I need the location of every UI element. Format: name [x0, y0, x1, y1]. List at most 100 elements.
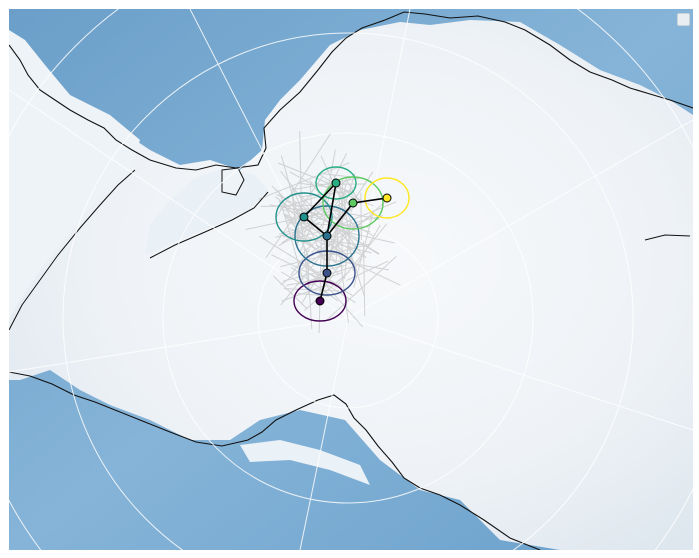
track-line — [269, 204, 341, 219]
track-line — [360, 192, 362, 240]
track-line — [283, 195, 319, 208]
track-line — [280, 271, 312, 290]
track-line — [300, 200, 361, 256]
track-line — [343, 224, 351, 280]
island-outline — [221, 167, 245, 196]
track-line — [335, 185, 341, 262]
track-line — [302, 198, 322, 237]
path-point-step-4[interactable] — [299, 212, 309, 222]
ross-ice-shelf — [240, 440, 370, 485]
path-point-step-6[interactable] — [348, 198, 358, 208]
track-line — [343, 232, 380, 255]
uncertainty-ellipse-step-7 — [364, 177, 410, 219]
track-line — [301, 190, 353, 198]
track-line — [323, 258, 390, 271]
coastline — [9, 11, 693, 171]
track-line — [284, 215, 340, 275]
track-line — [289, 171, 318, 188]
track-line — [327, 195, 392, 254]
track-line — [339, 219, 366, 297]
track-line — [258, 162, 350, 200]
track-line — [299, 223, 313, 253]
track-line — [310, 212, 376, 257]
track-line — [297, 292, 330, 297]
track-line — [278, 223, 319, 247]
track-line — [338, 244, 372, 254]
track-line — [280, 228, 343, 306]
track-line — [336, 235, 349, 324]
track-line — [280, 243, 369, 268]
track-line — [291, 233, 344, 268]
track-line — [315, 244, 401, 286]
track-line — [298, 193, 367, 258]
track-line — [325, 255, 397, 322]
track-line — [319, 189, 347, 228]
east-ice-shelf-coast — [644, 234, 691, 241]
antarctic-peninsula — [9, 30, 140, 320]
track-line — [290, 184, 324, 260]
path-point-step-2[interactable] — [322, 268, 332, 278]
track-line — [309, 183, 313, 224]
track-line — [336, 201, 397, 227]
uncertainty-ellipse-step-6 — [322, 176, 384, 230]
track-line — [276, 193, 360, 241]
track-line — [306, 248, 313, 330]
track-line — [299, 131, 303, 222]
track-line — [279, 208, 371, 233]
track-line — [338, 230, 395, 244]
track-line — [318, 238, 322, 334]
path-points — [299, 178, 392, 306]
track-line — [282, 264, 348, 282]
track-line — [259, 235, 343, 289]
track-line — [265, 176, 323, 258]
track-line — [280, 255, 320, 286]
track-line — [281, 285, 326, 302]
track-line — [317, 172, 362, 201]
path-point-step-1[interactable] — [315, 296, 325, 306]
path-point-step-5[interactable] — [331, 178, 341, 188]
track-line — [311, 226, 348, 259]
track-line — [318, 252, 356, 256]
track-line — [245, 208, 343, 230]
uncertainty-ellipse-step-4 — [275, 192, 333, 242]
path-point-step-3[interactable] — [322, 231, 332, 241]
track-line — [363, 240, 366, 316]
track-line — [335, 223, 388, 288]
track-line — [291, 177, 360, 191]
track-line — [290, 249, 311, 276]
track-line — [299, 213, 310, 295]
track-line — [280, 170, 313, 214]
path-point-step-7[interactable] — [382, 193, 392, 203]
track-line — [283, 236, 368, 246]
track-line — [260, 204, 329, 207]
peninsula-coast — [9, 169, 136, 331]
track-line — [283, 288, 339, 292]
track-line — [294, 201, 380, 255]
track-line — [346, 260, 389, 282]
track-line — [280, 155, 303, 232]
track-line — [343, 197, 354, 271]
ronne-front — [149, 191, 269, 259]
track-line — [293, 230, 324, 256]
path-line — [302, 180, 388, 302]
track-line — [304, 271, 350, 311]
track-line — [353, 224, 381, 272]
track-line — [275, 229, 305, 238]
uncertainty-ellipse-step-5 — [315, 166, 357, 200]
track-line — [291, 192, 299, 243]
track-line — [313, 222, 356, 264]
uncertainty-ellipse-step-1 — [293, 280, 347, 322]
track-line — [308, 273, 356, 304]
track-line — [272, 275, 308, 310]
uncertainty-ellipses — [275, 166, 410, 322]
track-line — [283, 213, 338, 251]
track-line — [309, 179, 359, 250]
coastline-south — [9, 371, 541, 550]
track-line — [324, 174, 356, 197]
track-line — [275, 133, 331, 218]
square-icon[interactable] — [677, 13, 690, 26]
track-line — [286, 276, 333, 286]
